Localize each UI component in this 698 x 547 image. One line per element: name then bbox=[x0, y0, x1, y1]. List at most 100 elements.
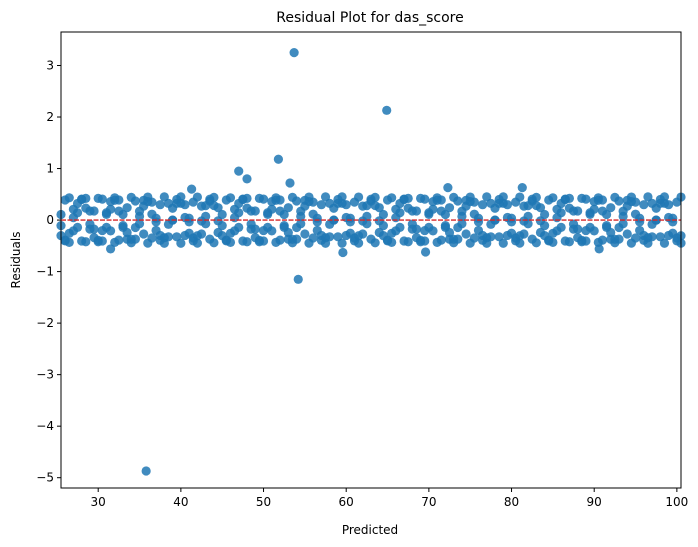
data-point bbox=[659, 238, 670, 248]
data-point bbox=[341, 200, 351, 210]
data-point bbox=[618, 219, 628, 229]
data-point bbox=[122, 203, 132, 213]
data-point bbox=[428, 204, 438, 214]
x-tick-label: 60 bbox=[339, 495, 354, 509]
data-point bbox=[498, 192, 508, 202]
data-point bbox=[444, 227, 455, 238]
data-point bbox=[535, 203, 546, 213]
data-point bbox=[515, 238, 525, 248]
data-point bbox=[118, 209, 128, 220]
data-point bbox=[597, 235, 608, 245]
data-point bbox=[461, 229, 471, 239]
data-point bbox=[358, 229, 368, 239]
data-point bbox=[635, 217, 645, 227]
data-point bbox=[403, 193, 413, 203]
data-point bbox=[659, 192, 670, 202]
data-point bbox=[225, 237, 236, 247]
data-point bbox=[267, 204, 277, 214]
data-point bbox=[664, 200, 674, 210]
data-point bbox=[622, 229, 632, 239]
data-point bbox=[300, 229, 310, 239]
data-point bbox=[395, 208, 405, 218]
data-point bbox=[97, 236, 107, 246]
data-points bbox=[56, 48, 686, 476]
x-tick-label: 70 bbox=[421, 495, 436, 509]
x-tick-label: 40 bbox=[173, 495, 188, 509]
y-tick-label: −2 bbox=[36, 316, 54, 330]
data-point bbox=[151, 217, 161, 227]
data-point bbox=[292, 234, 302, 244]
data-point bbox=[176, 192, 186, 202]
data-point bbox=[564, 193, 575, 203]
data-point bbox=[316, 200, 326, 210]
data-point bbox=[337, 238, 347, 248]
y-tick-label: −5 bbox=[36, 471, 54, 485]
data-point bbox=[630, 233, 641, 243]
data-point bbox=[293, 274, 303, 284]
data-point bbox=[473, 217, 484, 227]
data-point bbox=[370, 238, 380, 248]
x-tick-label: 90 bbox=[587, 495, 602, 509]
data-point bbox=[573, 206, 583, 216]
data-point bbox=[225, 193, 236, 203]
x-tick-label: 80 bbox=[504, 495, 519, 509]
data-point bbox=[308, 233, 318, 243]
data-point bbox=[614, 234, 624, 244]
data-point bbox=[374, 203, 384, 213]
data-point bbox=[469, 197, 479, 207]
data-point bbox=[345, 213, 355, 223]
data-point bbox=[122, 227, 132, 238]
data-point bbox=[589, 226, 599, 236]
data-point bbox=[382, 105, 392, 115]
data-point bbox=[196, 229, 207, 239]
data-point bbox=[64, 193, 74, 203]
data-point bbox=[486, 232, 496, 242]
data-point bbox=[606, 227, 616, 238]
data-point bbox=[242, 237, 252, 247]
data-point bbox=[312, 217, 322, 227]
data-point bbox=[453, 196, 463, 206]
data-point bbox=[362, 219, 372, 229]
x-axis-label: Predicted bbox=[342, 523, 398, 537]
data-point bbox=[597, 195, 608, 205]
data-point bbox=[201, 211, 211, 221]
data-point bbox=[250, 206, 260, 216]
data-point bbox=[420, 247, 431, 257]
data-point bbox=[81, 193, 91, 203]
data-point bbox=[515, 192, 525, 202]
data-point bbox=[106, 244, 116, 254]
data-point bbox=[283, 203, 293, 213]
data-point bbox=[498, 238, 508, 248]
data-point bbox=[267, 226, 277, 236]
data-point bbox=[283, 227, 293, 238]
data-point bbox=[354, 238, 364, 248]
data-point bbox=[114, 195, 124, 205]
data-point bbox=[469, 233, 479, 243]
data-point bbox=[668, 213, 678, 223]
x-tick-label: 30 bbox=[91, 495, 106, 509]
data-point bbox=[531, 192, 541, 202]
data-point bbox=[420, 194, 430, 204]
data-point bbox=[187, 184, 197, 194]
x-axis-ticks: 30 40 50 60 70 80 90 100 bbox=[91, 488, 688, 509]
data-point bbox=[329, 215, 339, 225]
data-point bbox=[362, 211, 372, 221]
data-point bbox=[234, 222, 244, 233]
data-point bbox=[72, 208, 83, 218]
y-tick-label: −1 bbox=[36, 265, 54, 279]
data-point bbox=[420, 236, 430, 246]
data-point bbox=[250, 224, 260, 234]
data-point bbox=[289, 48, 299, 58]
x-tick-label: 50 bbox=[256, 495, 271, 509]
data-point bbox=[354, 192, 364, 202]
data-point bbox=[209, 192, 219, 202]
data-point bbox=[130, 196, 140, 206]
data-point bbox=[139, 229, 149, 239]
data-point bbox=[556, 208, 566, 218]
data-point bbox=[517, 183, 527, 193]
data-point bbox=[258, 194, 269, 204]
data-point bbox=[548, 193, 558, 203]
data-point bbox=[130, 234, 140, 244]
data-point bbox=[436, 195, 446, 205]
